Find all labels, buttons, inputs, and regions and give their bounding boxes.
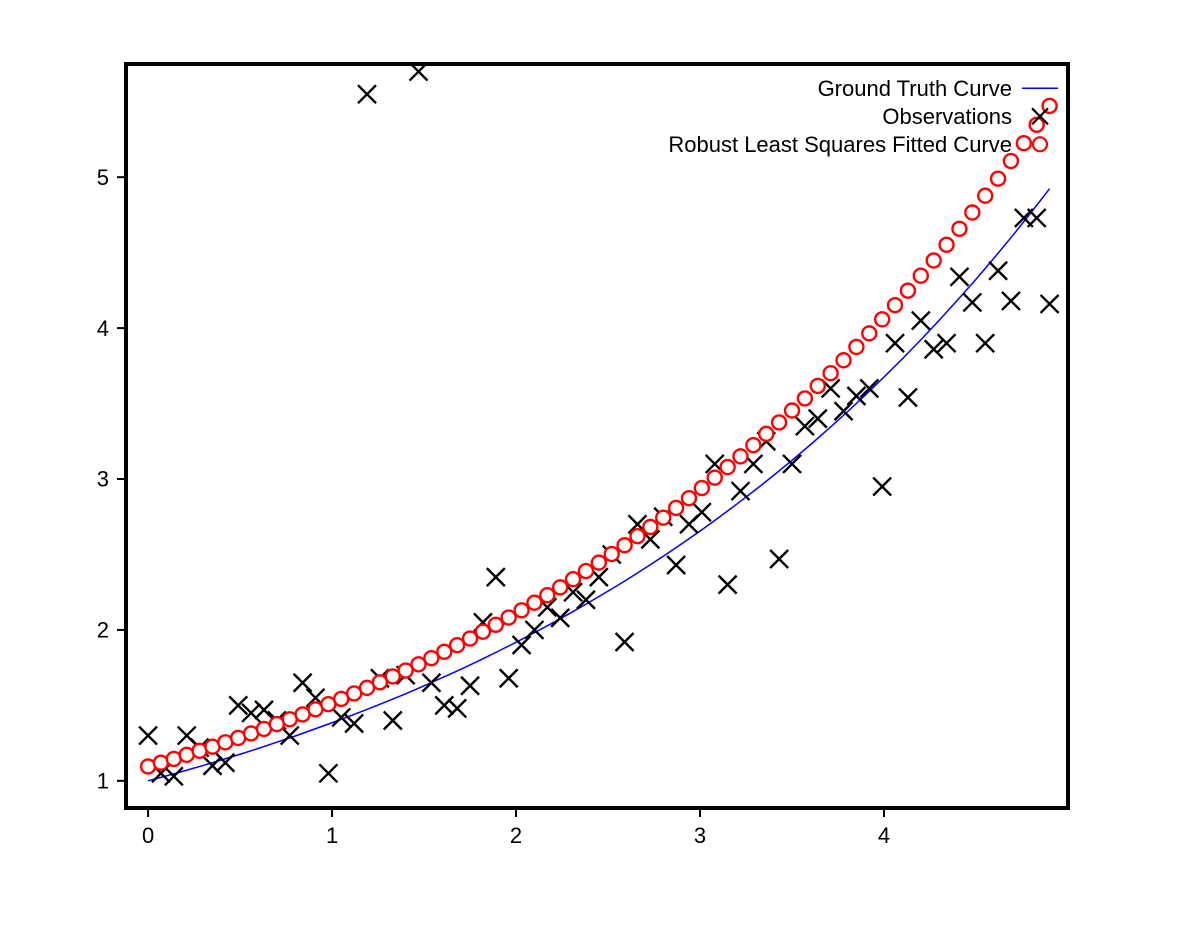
fitted-marker bbox=[1017, 136, 1031, 150]
legend-swatch-o bbox=[1033, 137, 1047, 151]
y-tick-label: 1 bbox=[97, 769, 109, 794]
fitted-marker bbox=[888, 298, 902, 312]
fitted-marker bbox=[527, 596, 541, 610]
fitted-marker bbox=[837, 353, 851, 367]
fitted-marker bbox=[708, 471, 722, 485]
y-tick-label: 3 bbox=[97, 467, 109, 492]
fitted-marker bbox=[579, 564, 593, 578]
fitted-marker bbox=[759, 427, 773, 441]
fitted-marker bbox=[940, 238, 954, 252]
fitted-marker bbox=[965, 205, 979, 219]
fitted-marker bbox=[502, 611, 516, 625]
fitted-marker bbox=[875, 312, 889, 326]
fitted-marker bbox=[746, 438, 760, 452]
fitted-marker bbox=[476, 625, 490, 639]
x-tick-label: 0 bbox=[142, 823, 154, 848]
fitted-marker bbox=[489, 618, 503, 632]
legend-label: Robust Least Squares Fitted Curve bbox=[668, 132, 1012, 157]
fitted-marker bbox=[811, 379, 825, 393]
chart-svg: 0 1 2 3 4 1 2 3 4 5 Ground Truth Curve Observations… bbox=[0, 0, 1200, 938]
fitted-marker bbox=[566, 572, 580, 586]
fitted-marker bbox=[772, 415, 786, 429]
fitted-marker bbox=[618, 538, 632, 552]
legend-label: Observations bbox=[882, 104, 1012, 129]
fitted-marker bbox=[862, 326, 876, 340]
fitted-marker bbox=[927, 253, 941, 267]
fitted-marker bbox=[901, 284, 915, 298]
fitted-marker bbox=[798, 391, 812, 405]
fitted-marker bbox=[540, 588, 554, 602]
x-tick-label: 4 bbox=[878, 823, 890, 848]
fitted-marker bbox=[605, 547, 619, 561]
fitted-marker bbox=[785, 403, 799, 417]
fitted-marker bbox=[824, 366, 838, 380]
fitted-marker bbox=[643, 520, 657, 534]
fitted-marker bbox=[515, 603, 529, 617]
y-tick-label: 5 bbox=[97, 165, 109, 190]
y-tick-label: 4 bbox=[97, 316, 109, 341]
x-tick-label: 3 bbox=[694, 823, 706, 848]
fitted-marker bbox=[978, 189, 992, 203]
fitted-marker bbox=[695, 481, 709, 495]
fitted-marker bbox=[592, 556, 606, 570]
y-tick-label: 2 bbox=[97, 618, 109, 643]
fitted-marker bbox=[952, 222, 966, 236]
x-tick-label: 2 bbox=[510, 823, 522, 848]
fitted-marker bbox=[630, 529, 644, 543]
chart-container: 0 1 2 3 4 1 2 3 4 5 Ground Truth Curve Observations… bbox=[0, 0, 1200, 938]
fitted-marker bbox=[991, 172, 1005, 186]
x-tick-label: 1 bbox=[326, 823, 338, 848]
fitted-marker bbox=[914, 269, 928, 283]
fitted-marker bbox=[682, 491, 696, 505]
legend-label: Ground Truth Curve bbox=[818, 76, 1012, 101]
fitted-marker bbox=[734, 449, 748, 463]
fitted-marker bbox=[849, 340, 863, 354]
fitted-marker bbox=[553, 580, 567, 594]
fitted-marker bbox=[669, 501, 683, 515]
fitted-marker bbox=[721, 460, 735, 474]
fitted-marker bbox=[656, 511, 670, 525]
